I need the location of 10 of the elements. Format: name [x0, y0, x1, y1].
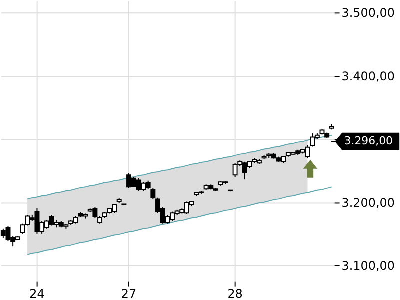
y-tick-label: 3.200,00	[342, 196, 395, 210]
x-tick-label: 27	[121, 286, 137, 300]
y-tick-label: 3.100,00	[342, 259, 395, 274]
x-tick-label: 28	[228, 286, 243, 300]
x-tick-label: 24	[30, 286, 45, 300]
ref-line-label: 3.296,00	[344, 134, 394, 148]
line-series	[27, 186, 332, 256]
y-tick-label: 3.500,00	[342, 6, 395, 20]
y-tick-label: 3.400,00	[342, 69, 395, 84]
line-series	[27, 134, 332, 200]
